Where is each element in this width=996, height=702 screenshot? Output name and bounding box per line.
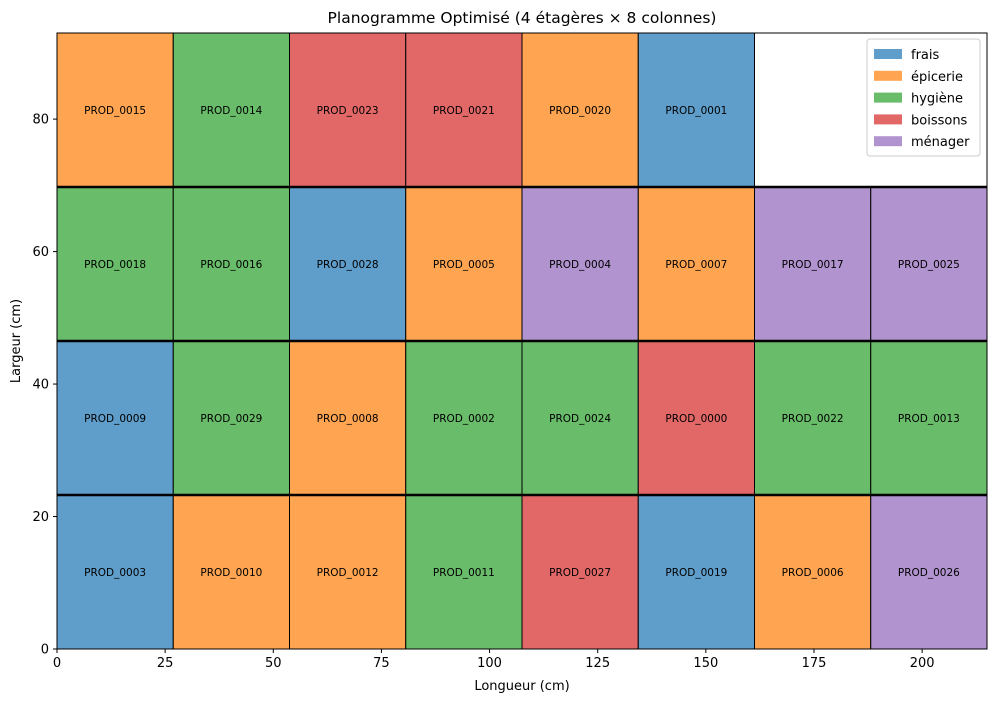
- product-cell: [405, 186, 523, 342]
- y-axis-label: Largeur (cm): [9, 299, 24, 383]
- legend-label: ménager: [911, 135, 970, 150]
- legend-label: hygiène: [911, 92, 963, 107]
- product-label: PROD_0022: [782, 413, 844, 425]
- product-cell: [754, 494, 872, 650]
- product-label: PROD_0019: [665, 567, 727, 579]
- product-label: PROD_0008: [317, 413, 379, 425]
- product-label: PROD_0006: [782, 567, 844, 579]
- product-cell: [754, 340, 872, 496]
- legend-swatch: [874, 70, 902, 81]
- product-cell: [172, 186, 290, 342]
- product-label: PROD_0023: [317, 105, 379, 117]
- product-cell: [521, 32, 639, 188]
- legend-label: épicerie: [911, 70, 963, 85]
- legend-swatch: [874, 114, 902, 125]
- product-label: PROD_0016: [200, 259, 262, 271]
- product-label: PROD_0009: [84, 413, 146, 425]
- product-cell: [637, 494, 755, 650]
- product-label: PROD_0026: [898, 567, 960, 579]
- x-tick-label: 200: [910, 656, 935, 671]
- product-cell: [56, 494, 174, 650]
- plot-frame: [56, 32, 988, 650]
- product-cell: [172, 32, 290, 188]
- legend-swatch: [874, 49, 902, 59]
- x-tick-label: 150: [693, 656, 718, 671]
- product-label: PROD_0028: [317, 259, 379, 271]
- product-label: PROD_0029: [200, 413, 262, 425]
- legend-swatch: [874, 92, 902, 103]
- x-tick-label: 125: [585, 656, 610, 671]
- x-tick-label: 0: [53, 656, 61, 671]
- product-label: PROD_0001: [665, 105, 727, 117]
- product-label: PROD_0024: [549, 413, 611, 425]
- product-cell: [405, 340, 523, 496]
- shelf-lines-layer: [57, 185, 987, 497]
- product-cell: [521, 340, 639, 496]
- product-cell: [870, 340, 988, 496]
- product-label: PROD_0000: [665, 413, 727, 425]
- product-label: PROD_0004: [549, 259, 611, 271]
- legend-box: [866, 38, 981, 157]
- legend-swatch: [874, 136, 902, 147]
- legend-label: frais: [911, 48, 939, 63]
- product-cell: [289, 186, 407, 342]
- product-label: PROD_0002: [433, 413, 495, 425]
- product-label: PROD_0018: [84, 259, 146, 271]
- legend: frais épicerie hygiène boissons ménager: [866, 38, 981, 157]
- product-label: PROD_0010: [200, 567, 262, 579]
- product-label: PROD_0027: [549, 567, 611, 579]
- product-label: PROD_0012: [317, 567, 379, 579]
- product-label: PROD_0013: [898, 413, 960, 425]
- x-tick-label: 25: [157, 656, 174, 671]
- product-cell: [870, 494, 988, 650]
- product-label: PROD_0003: [84, 567, 146, 579]
- y-tick-label: 40: [32, 378, 49, 393]
- product-label: PROD_0011: [433, 567, 495, 579]
- y-tick-label: 20: [32, 510, 49, 525]
- product-label: PROD_0005: [433, 259, 495, 271]
- legend-label: boissons: [911, 113, 968, 128]
- product-label: PROD_0007: [665, 259, 727, 271]
- product-cell: [521, 186, 639, 342]
- product-cell: [637, 340, 755, 496]
- product-label: PROD_0020: [549, 105, 611, 117]
- y-tick-label: 60: [32, 245, 49, 260]
- x-axis: 0 25 50 75 100 125 150 175 200: [53, 649, 935, 671]
- product-label: PROD_0017: [782, 259, 844, 271]
- product-label: PROD_0014: [200, 105, 262, 117]
- product-cell: [172, 340, 290, 496]
- y-tick-label: 80: [32, 113, 49, 128]
- x-tick-label: 75: [373, 656, 390, 671]
- product-cell: [637, 32, 755, 188]
- product-cell: [56, 32, 174, 188]
- product-cell: [289, 494, 407, 650]
- product-label: PROD_0015: [84, 105, 146, 117]
- product-cell: [56, 340, 174, 496]
- product-cell: [870, 186, 988, 342]
- x-tick-label: 50: [265, 656, 282, 671]
- product-cell: [289, 32, 407, 188]
- x-tick-label: 175: [802, 656, 827, 671]
- product-label: PROD_0025: [898, 259, 960, 271]
- cells-layer: PROD_0003 PROD_0010 PROD_0012 PROD_0011 PROD…: [56, 32, 988, 650]
- product-cell: [289, 340, 407, 496]
- y-tick-label: 0: [41, 643, 49, 658]
- x-tick-label: 100: [477, 656, 502, 671]
- x-axis-label: Longueur (cm): [474, 679, 569, 694]
- chart-title: Planogramme Optimisé (4 étagères × 8 col…: [328, 9, 717, 27]
- product-label: PROD_0021: [433, 105, 495, 117]
- y-axis: 0 20 40 60 80: [32, 113, 57, 658]
